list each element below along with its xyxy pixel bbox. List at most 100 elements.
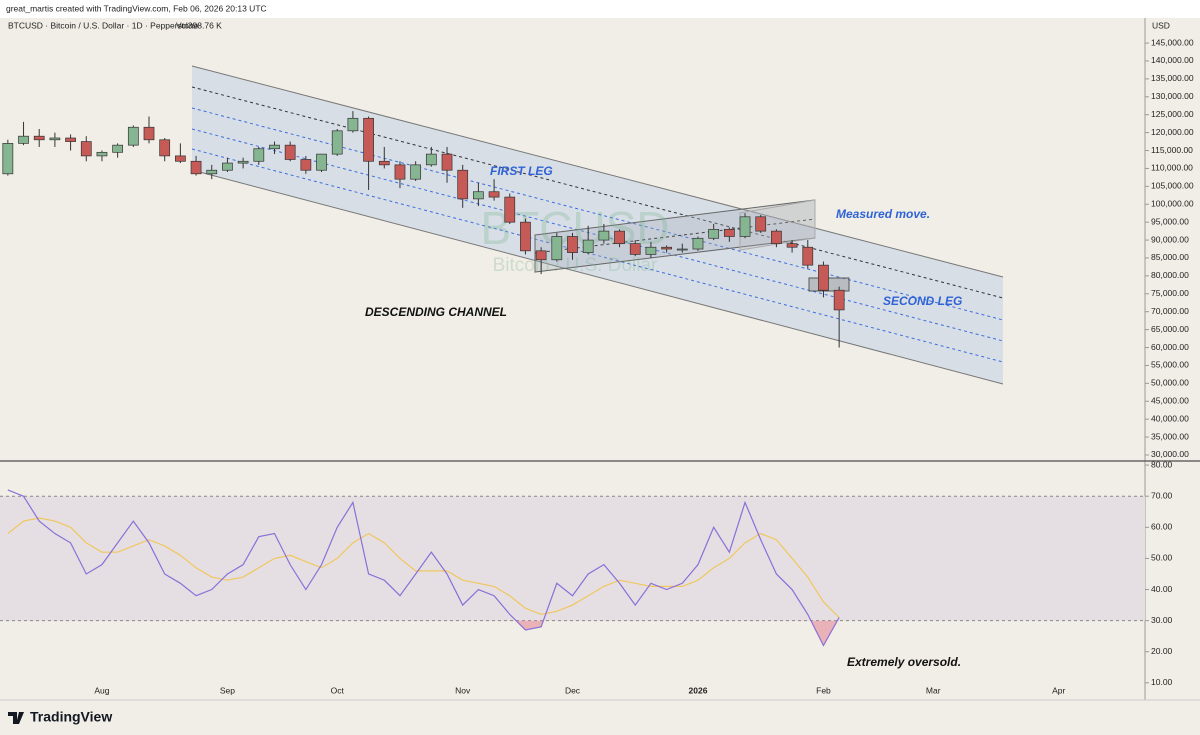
candle [504,193,516,224]
annotation: FIRST LEG [490,164,553,178]
y-tick-label: 50.00 [1151,553,1173,563]
candle-body [535,250,547,261]
candle [739,213,751,239]
channel-midline [191,86,1004,299]
currency: USD [1152,20,1170,30]
candle-body [159,139,171,157]
channel-level [191,128,1004,342]
candle [755,215,767,233]
candle [567,232,578,260]
y-tick-label: 80,000.00 [1151,270,1189,280]
candle [127,125,139,147]
candle-body [237,160,249,164]
channel-level [191,148,1004,363]
candle [457,164,469,208]
candle-body [818,264,829,291]
candle-body [331,130,343,155]
candle [535,247,547,275]
y-tick-label: 35,000.00 [1151,431,1189,441]
candle-body [143,126,155,141]
candle [614,229,625,248]
candle [645,241,657,258]
y-tick-label: 115,000.00 [1151,145,1193,155]
candle [488,179,500,201]
candle-body [190,160,202,175]
candle-body [33,135,45,141]
candle-body [645,246,657,255]
header-bar [0,0,1200,18]
x-tick-label: Mar [926,685,941,695]
x-tick-label: Feb [816,685,831,695]
y-tick-label: 125,000.00 [1151,109,1194,119]
candle-body [18,135,29,144]
drawings [191,65,1004,385]
measured-move-box [739,199,816,251]
candle [771,229,782,248]
candle [676,243,688,253]
logo: TradingView [8,709,112,725]
channel-fill [192,66,1003,384]
logo-mark [8,712,24,724]
candle-body [692,237,704,250]
candle-body [441,153,453,171]
candle [331,129,343,156]
candle [441,146,453,183]
y-tick-label: 75,000.00 [1151,288,1189,298]
annotation: SECOND LEG [883,294,962,308]
candle-body [582,239,594,253]
candle-body [269,144,280,150]
symbol: BTCUSD · Bitcoin / U.S. Dollar · 1D · Pe… [8,20,199,30]
candle-body [49,137,61,141]
candle [253,146,265,165]
candle-body [316,153,327,171]
credit: great_martis created with TradingView.co… [6,3,267,13]
watermark-description: Bitcoin / U.S. Dollar [493,255,658,276]
candle [175,143,186,164]
candle [316,153,327,173]
candle [786,240,798,253]
y-tick-label: 20.00 [1151,646,1173,656]
y-tick-label: 50,000.00 [1151,378,1189,388]
candle [708,223,720,241]
candle-body [520,221,531,252]
candle-body [112,144,124,153]
candle-body [175,155,186,162]
candle-body [802,246,814,266]
candle [551,232,563,262]
y-tick-label: 100,000.00 [1151,199,1194,209]
candle-body [598,230,610,241]
candle [65,134,76,151]
candle-body [457,169,469,200]
flag-midline [534,218,816,254]
candle [582,225,594,255]
candle-body [2,143,14,175]
candle [347,111,359,133]
annotation: Extremely oversold. [847,655,961,669]
candle [473,182,484,207]
candle-body [473,191,484,200]
candle-body [676,248,688,251]
candle-body [65,137,76,142]
channel-top [191,65,1004,278]
channel-level [191,107,1004,321]
channel-bottom [191,169,1004,385]
candle-body [661,246,672,250]
y-tick-label: 40.00 [1151,584,1173,594]
candle-body [739,216,751,237]
candle [802,240,814,269]
candle [80,136,92,162]
candle-body [127,126,139,146]
volume: Vol398.76 K [176,20,222,30]
y-tick-label: 30.00 [1151,615,1173,625]
candle-body [551,236,563,261]
candle-body [425,153,437,166]
candle [284,141,296,162]
candle-body [504,196,516,223]
annotation: Measured move. [836,207,930,221]
y-tick-label: 135,000.00 [1151,73,1194,83]
x-tick-label: Sep [220,685,235,695]
candle [425,146,437,167]
y-tick-label: 145,000.00 [1151,37,1194,47]
